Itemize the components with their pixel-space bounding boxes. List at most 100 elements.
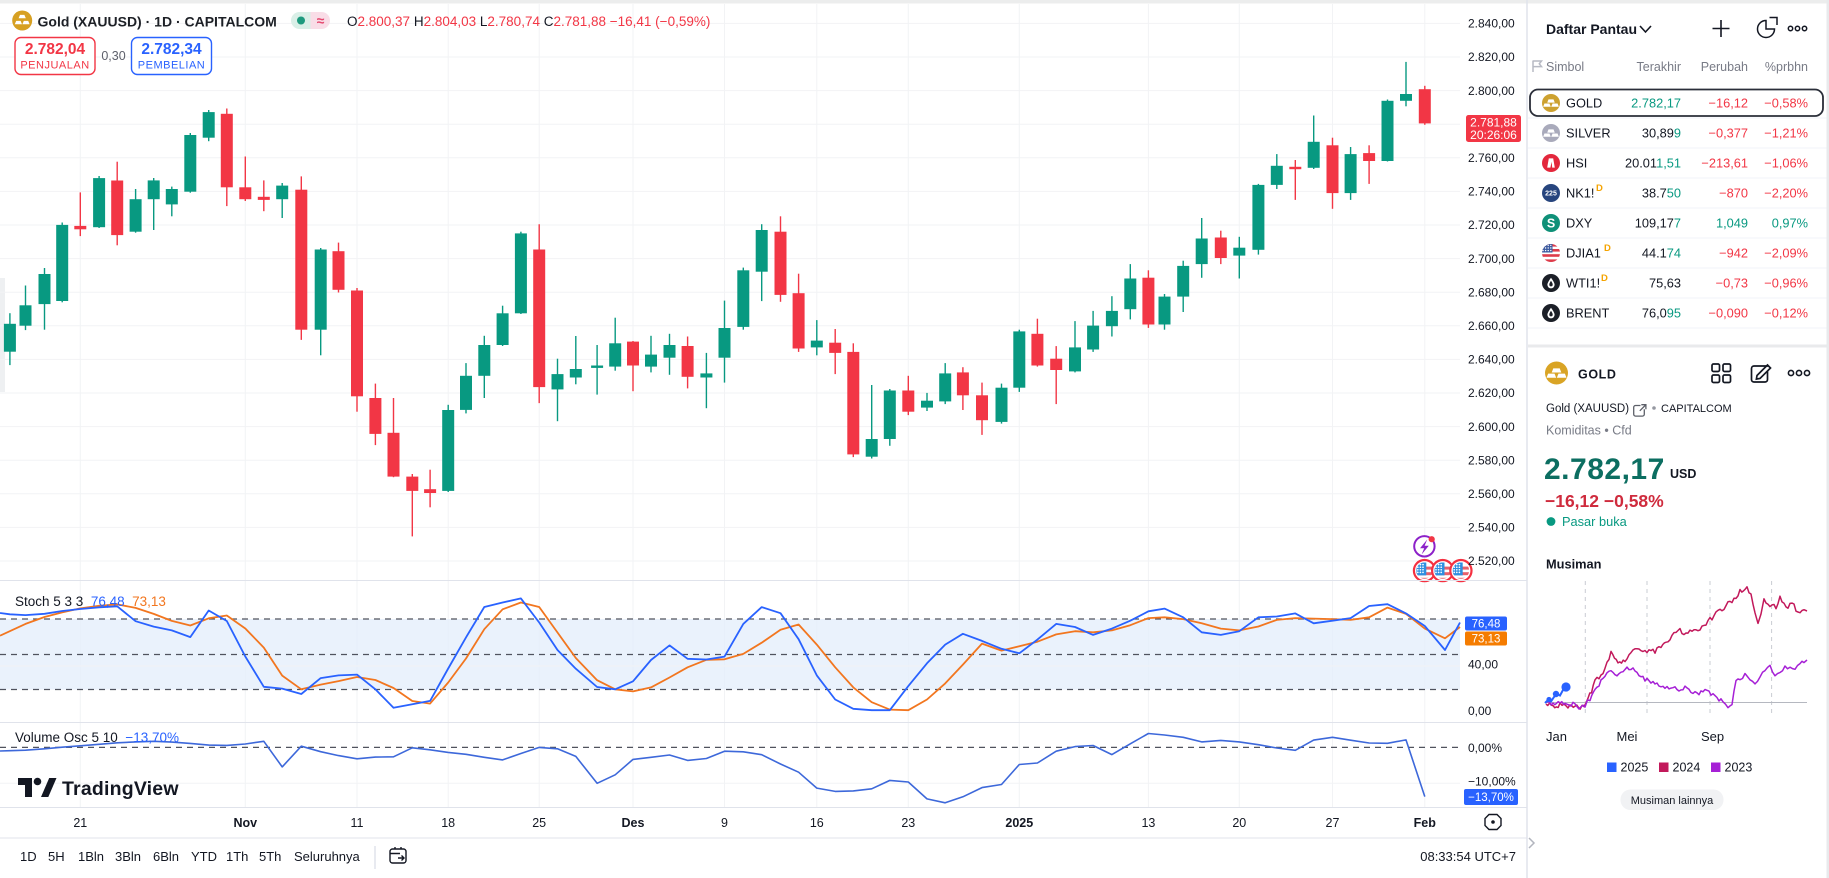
svg-text:2025: 2025 [1621, 761, 1649, 775]
svg-text:−1,06%: −1,06% [1764, 156, 1808, 171]
svg-text:2.782,17: 2.782,17 [1631, 96, 1681, 111]
svg-text:−0,12%: −0,12% [1764, 306, 1808, 321]
svg-text:NK1!: NK1! [1566, 186, 1594, 201]
svg-text:DJIA1: DJIA1 [1566, 246, 1601, 261]
svg-text:1D: 1D [20, 849, 37, 864]
svg-text:20: 20 [1232, 816, 1246, 830]
svg-text:Terakhir: Terakhir [1637, 60, 1681, 74]
svg-text:Nov: Nov [233, 816, 257, 830]
svg-text:S: S [1547, 217, 1555, 231]
svg-text:2.660,00: 2.660,00 [1468, 319, 1515, 333]
svg-text:Stoch 5 3 3 76,48 73,13: Stoch 5 3 3 76,48 73,13 [15, 594, 166, 609]
svg-text:2.620,00: 2.620,00 [1468, 386, 1515, 400]
svg-text:0,30: 0,30 [101, 49, 125, 63]
svg-text:11: 11 [351, 816, 364, 830]
svg-text:27: 27 [1326, 816, 1340, 830]
svg-text:PENJUALAN: PENJUALAN [20, 60, 89, 72]
svg-text:−0,090: −0,090 [1709, 306, 1749, 321]
svg-text:5H: 5H [48, 849, 65, 864]
svg-text:−213,61: −213,61 [1701, 156, 1748, 171]
svg-text:109,177: 109,177 [1635, 216, 1681, 231]
svg-text:−13,70%: −13,70% [1468, 792, 1514, 804]
svg-text:YTD: YTD [191, 849, 217, 864]
svg-text:2.560,00: 2.560,00 [1468, 487, 1515, 501]
svg-text:−2,20%: −2,20% [1764, 186, 1808, 201]
svg-text:−0,377: −0,377 [1709, 126, 1749, 141]
svg-text:2.680,00: 2.680,00 [1468, 285, 1515, 299]
svg-text:−16,12 −0,58%: −16,12 −0,58% [1545, 491, 1664, 511]
svg-text:−0,58%: −0,58% [1764, 96, 1808, 111]
svg-text:2.580,00: 2.580,00 [1468, 453, 1515, 467]
svg-text:2.520,00: 2.520,00 [1468, 554, 1515, 568]
svg-text:38.750: 38.750 [1642, 186, 1681, 201]
svg-text:WTI1!: WTI1! [1566, 276, 1600, 291]
svg-text:9: 9 [721, 816, 728, 830]
svg-text:Volume Osc 5 10 −13,70%: Volume Osc 5 10 −13,70% [15, 730, 179, 745]
svg-text:−870: −870 [1719, 186, 1748, 201]
svg-text:18: 18 [441, 816, 455, 830]
svg-text:2.740,00: 2.740,00 [1468, 185, 1515, 199]
svg-text:SILVER: SILVER [1566, 126, 1611, 141]
svg-text:76,48: 76,48 [1472, 619, 1501, 631]
svg-text:76,095: 76,095 [1642, 306, 1681, 321]
svg-text:GOLD: GOLD [1566, 96, 1602, 111]
svg-text:Musiman: Musiman [1546, 557, 1602, 572]
svg-text:Gold (XAUUSD): Gold (XAUUSD) [1546, 403, 1629, 415]
svg-text:Daftar Pantau: Daftar Pantau [1546, 21, 1637, 37]
svg-text:TradingView: TradingView [62, 778, 179, 800]
svg-text:0,97%: 0,97% [1772, 216, 1808, 231]
svg-text:Feb: Feb [1414, 816, 1437, 830]
svg-text:PEMBELIAN: PEMBELIAN [138, 60, 205, 72]
svg-text:HSI: HSI [1566, 156, 1587, 171]
svg-text:2.782,17: 2.782,17 [1544, 453, 1665, 486]
svg-text:Komiditas • Cfd: Komiditas • Cfd [1546, 424, 1632, 438]
svg-text:2.782,34: 2.782,34 [141, 41, 202, 58]
svg-text:2.840,00: 2.840,00 [1468, 17, 1515, 31]
svg-text:−0,96%: −0,96% [1764, 276, 1808, 291]
svg-text:−2,09%: −2,09% [1764, 246, 1808, 261]
svg-text:3Bln: 3Bln [115, 849, 141, 864]
svg-text:Gold (XAUUSD) · 1D · CAPITALCO: Gold (XAUUSD) · 1D · CAPITALCOM [38, 14, 277, 30]
svg-text:−10,00%: −10,00% [1468, 774, 1516, 788]
svg-text:O2.800,37 H2.804,03 L2.780,74: O2.800,37 H2.804,03 L2.780,74 C2.781,88 … [347, 14, 710, 29]
svg-text:16: 16 [810, 816, 824, 830]
svg-text:DXY: DXY [1566, 216, 1593, 231]
svg-text:GOLD: GOLD [1578, 368, 1617, 382]
svg-text:CAPITALCOM: CAPITALCOM [1661, 403, 1732, 415]
svg-text:225: 225 [1545, 191, 1557, 198]
svg-text:30,899: 30,899 [1642, 126, 1681, 141]
svg-text:2.781,88: 2.781,88 [1470, 116, 1517, 130]
svg-text:20.011,51: 20.011,51 [1625, 156, 1681, 171]
svg-text:2025: 2025 [1005, 816, 1033, 830]
svg-text:0,00: 0,00 [1468, 704, 1492, 718]
svg-text:D: D [1604, 243, 1611, 254]
svg-text:2.640,00: 2.640,00 [1468, 353, 1515, 367]
svg-text:−16,12: −16,12 [1709, 96, 1749, 111]
svg-text:Mei: Mei [1617, 729, 1638, 744]
svg-text:Pasar buka: Pasar buka [1562, 514, 1628, 529]
svg-text:2.800,00: 2.800,00 [1468, 84, 1515, 98]
svg-text:Perubah: Perubah [1701, 60, 1748, 74]
svg-text:USD: USD [1670, 467, 1696, 481]
svg-text:21: 21 [73, 816, 87, 830]
svg-text:2023: 2023 [1725, 761, 1753, 775]
svg-text:23: 23 [901, 816, 915, 830]
svg-text:Sep: Sep [1701, 729, 1724, 744]
svg-text:2.820,00: 2.820,00 [1468, 50, 1515, 64]
svg-text:20:26:06: 20:26:06 [1470, 128, 1517, 142]
svg-text:2.760,00: 2.760,00 [1468, 151, 1515, 165]
svg-text:−1,21%: −1,21% [1764, 126, 1808, 141]
svg-text:2.540,00: 2.540,00 [1468, 521, 1515, 535]
svg-text:1Bln: 1Bln [78, 849, 104, 864]
svg-text:Simbol: Simbol [1546, 60, 1584, 74]
svg-text:44.174: 44.174 [1642, 246, 1681, 261]
svg-text:5Th: 5Th [259, 849, 281, 864]
svg-text:73,13: 73,13 [1472, 634, 1501, 646]
svg-text:75,63: 75,63 [1649, 276, 1681, 291]
svg-text:Seluruhnya: Seluruhnya [294, 849, 361, 864]
svg-text:%prbhn: %prbhn [1765, 60, 1808, 74]
svg-text:2.600,00: 2.600,00 [1468, 420, 1515, 434]
svg-text:D: D [1596, 183, 1603, 194]
svg-text:−0,73: −0,73 [1716, 276, 1748, 291]
svg-text:40,00: 40,00 [1468, 658, 1498, 672]
